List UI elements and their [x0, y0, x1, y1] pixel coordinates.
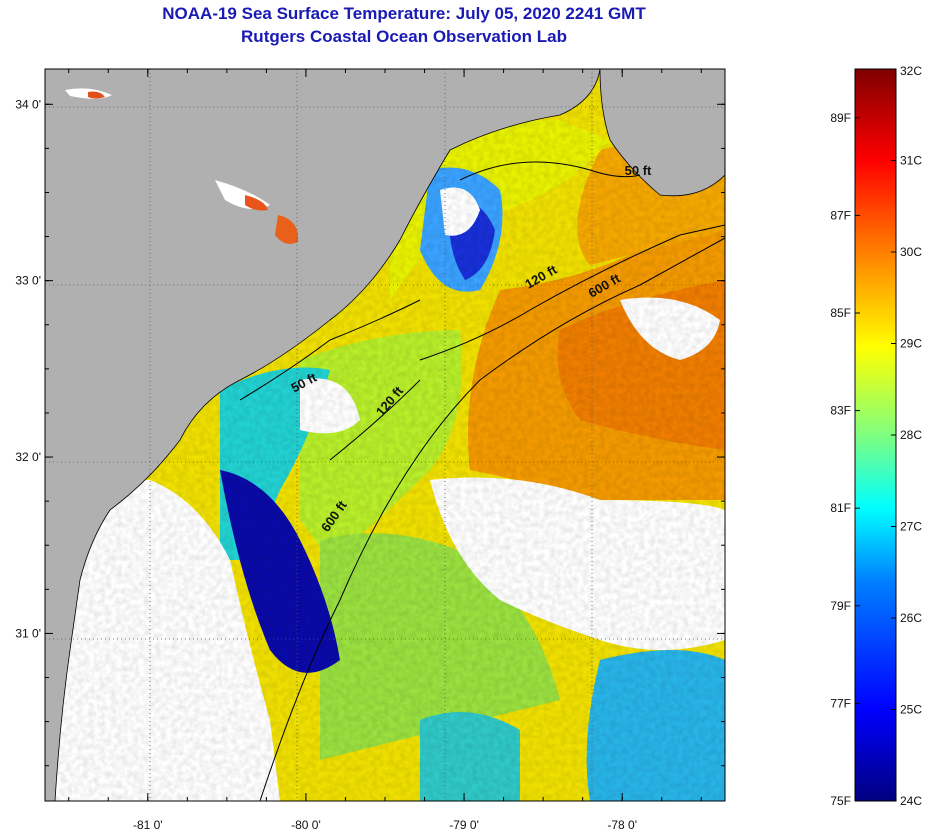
map-subtitle: Rutgers Coastal Ocean Observation Lab — [241, 27, 567, 46]
lat-tick-label: 34 0' — [15, 97, 41, 111]
isobath-50ft-south — [239, 299, 421, 401]
map-title: NOAA-19 Sea Surface Temperature: July 05… — [162, 4, 646, 23]
isobath-label: 50 ft — [625, 163, 652, 178]
lon-tick-label: -78 0' — [607, 818, 637, 832]
lat-tick-label: 31 0' — [15, 626, 41, 640]
lon-tick-label: -80 0' — [291, 818, 321, 832]
land-mass — [45, 69, 601, 801]
isobath-120ft — [419, 224, 725, 361]
lat-tick-label: 33 0' — [15, 274, 41, 288]
isobath-50ft — [459, 161, 641, 181]
land-warm-lake-3 — [88, 91, 105, 99]
isobath-600ft — [259, 237, 725, 801]
lat-tick-label: 32 0' — [15, 450, 41, 464]
land-warm-lake-1 — [245, 195, 268, 211]
isobath-contours — [239, 161, 725, 801]
axes: -81 0' -80 0' -79 0' -78 0' 34 0' 33 0' 32 0' 3… — [15, 69, 725, 832]
lon-tick-label: -79 0' — [449, 818, 479, 832]
land-northeast — [599, 69, 725, 197]
isobath-120ft-south — [329, 379, 421, 461]
lon-tick-label: -81 0' — [133, 818, 163, 832]
sst-field — [45, 69, 725, 801]
gridlines — [45, 69, 725, 801]
land-warm-lake-2 — [275, 215, 299, 244]
